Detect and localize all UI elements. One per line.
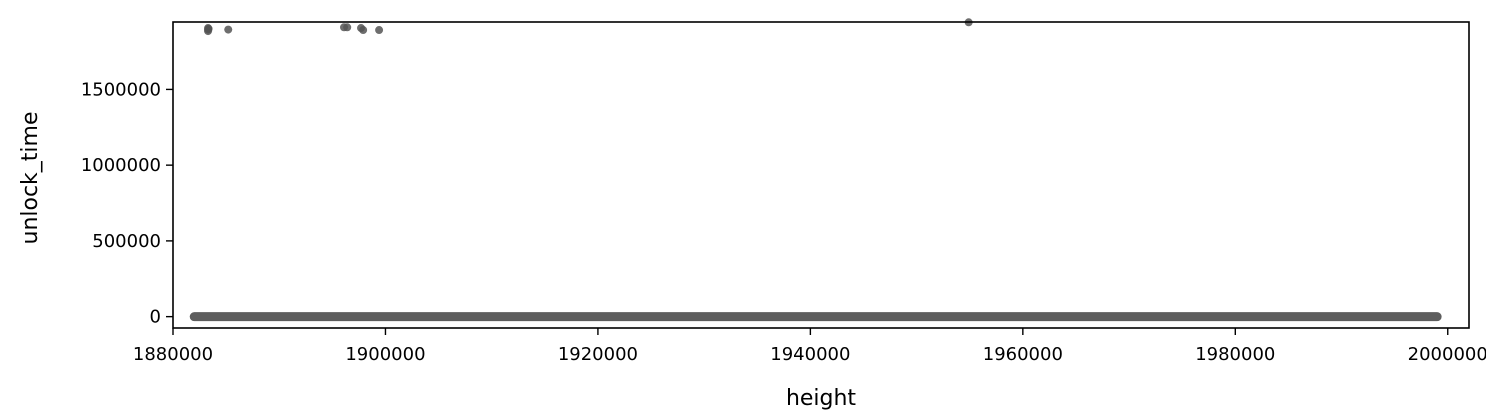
y-axis-label: unlock_time (18, 112, 43, 245)
y-tick-label: 500000 (92, 231, 161, 252)
data-point (375, 26, 384, 35)
plot-frame (172, 21, 1470, 329)
x-tick-label: 1880000 (133, 344, 213, 365)
x-tick-label: 1900000 (345, 344, 425, 365)
x-tick-label: 2000000 (1408, 344, 1486, 365)
x-tick-label: 1940000 (770, 344, 850, 365)
data-point (343, 23, 352, 32)
x-tick-label: 1980000 (1195, 344, 1275, 365)
data-point (224, 25, 233, 34)
x-tick-label: 1960000 (983, 344, 1063, 365)
data-point (204, 24, 213, 33)
y-tick-label: 1500000 (81, 79, 161, 100)
x-tick-label: 1920000 (558, 344, 638, 365)
x-axis: 1880000 1900000 1920000 1940000 1960000 19800… (133, 328, 1486, 365)
y-axis: 0 500000 1000000 1500000 (81, 79, 173, 328)
x-axis-label: height (786, 386, 856, 411)
data-point (359, 26, 368, 35)
y-tick-label: 1000000 (81, 155, 161, 176)
plot-area (189, 18, 1442, 322)
y-tick-label: 0 (150, 307, 161, 328)
